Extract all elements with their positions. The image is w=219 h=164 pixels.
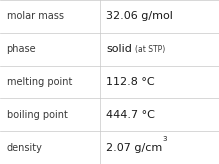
Text: density: density [7, 143, 42, 153]
Text: boiling point: boiling point [7, 110, 67, 120]
Text: 32.06 g/mol: 32.06 g/mol [106, 11, 173, 21]
Text: (at STP): (at STP) [135, 45, 166, 54]
Text: molar mass: molar mass [7, 11, 64, 21]
Text: melting point: melting point [7, 77, 72, 87]
Text: 112.8 °C: 112.8 °C [106, 77, 155, 87]
Text: phase: phase [7, 44, 36, 54]
Text: 2.07 g/cm: 2.07 g/cm [106, 143, 162, 153]
Text: solid: solid [106, 44, 132, 54]
Text: 3: 3 [162, 136, 167, 142]
Text: 444.7 °C: 444.7 °C [106, 110, 155, 120]
